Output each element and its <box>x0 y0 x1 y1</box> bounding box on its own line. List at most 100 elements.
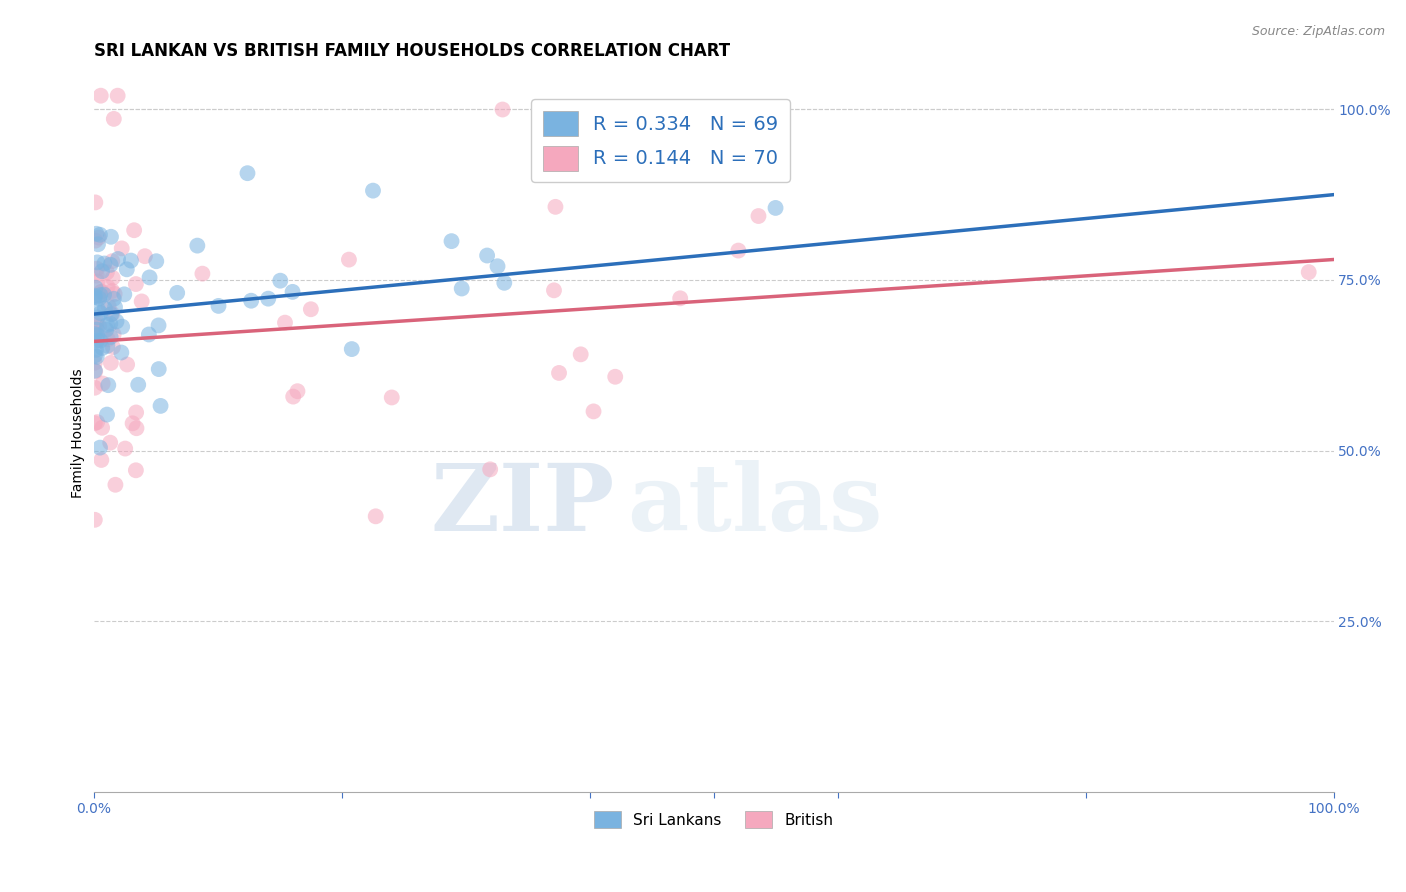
Legend: Sri Lankans, British: Sri Lankans, British <box>588 805 839 835</box>
Text: Source: ZipAtlas.com: Source: ZipAtlas.com <box>1251 25 1385 38</box>
Point <box>86 310 108 325</box>
Point <box>101 254 124 268</box>
Point <box>236 166 259 180</box>
Point <box>186 238 208 252</box>
Point <box>83 417 105 431</box>
Point <box>84 195 107 210</box>
Point <box>96 265 118 279</box>
Point <box>90 285 112 299</box>
Point <box>283 390 305 404</box>
Point <box>101 271 124 285</box>
Point <box>89 441 111 455</box>
Point <box>149 399 172 413</box>
Point <box>84 364 107 378</box>
Point <box>361 184 384 198</box>
Point <box>125 463 148 477</box>
Point <box>91 341 114 355</box>
Point <box>450 281 472 295</box>
Point <box>89 334 111 348</box>
Point <box>494 276 516 290</box>
Point <box>110 345 132 359</box>
Point <box>89 288 111 302</box>
Point <box>287 384 309 399</box>
Point <box>121 417 143 431</box>
Point <box>115 358 138 372</box>
Point <box>747 209 769 223</box>
Point <box>86 415 108 429</box>
Point <box>112 287 135 301</box>
Point <box>97 299 120 313</box>
Point <box>86 261 108 276</box>
Point <box>89 306 111 320</box>
Point <box>90 453 112 467</box>
Y-axis label: Family Households: Family Households <box>72 368 86 499</box>
Point <box>83 348 105 362</box>
Point <box>148 318 170 333</box>
Point <box>122 223 145 237</box>
Point <box>166 285 188 300</box>
Point <box>765 201 787 215</box>
Point <box>91 376 114 391</box>
Point <box>86 268 108 283</box>
Point <box>84 343 107 357</box>
Point <box>103 292 125 306</box>
Point <box>96 318 118 332</box>
Point <box>87 230 110 244</box>
Point <box>101 284 124 298</box>
Point <box>84 318 107 332</box>
Point <box>125 277 148 291</box>
Point <box>86 274 108 288</box>
Point <box>101 340 124 354</box>
Point <box>299 302 322 317</box>
Point <box>134 249 156 263</box>
Point <box>605 369 627 384</box>
Point <box>89 227 111 242</box>
Point <box>91 264 114 278</box>
Point <box>1298 265 1320 279</box>
Point <box>96 323 118 337</box>
Point <box>257 292 280 306</box>
Point <box>83 289 105 303</box>
Point <box>86 255 108 269</box>
Point <box>83 381 105 395</box>
Point <box>544 200 567 214</box>
Point <box>107 252 129 266</box>
Point <box>138 327 160 342</box>
Point <box>97 332 120 346</box>
Point <box>138 270 160 285</box>
Point <box>131 294 153 309</box>
Point <box>148 362 170 376</box>
Point <box>125 405 148 419</box>
Point <box>103 112 125 126</box>
Point <box>86 323 108 337</box>
Point <box>89 292 111 306</box>
Point <box>105 314 128 328</box>
Point <box>207 299 229 313</box>
Point <box>86 328 108 343</box>
Point <box>100 356 122 370</box>
Point <box>84 326 107 341</box>
Point <box>96 339 118 353</box>
Point <box>281 285 304 299</box>
Point <box>86 227 108 241</box>
Point <box>120 253 142 268</box>
Point <box>97 378 120 392</box>
Point <box>381 391 404 405</box>
Point <box>491 103 513 117</box>
Point <box>104 300 127 314</box>
Point <box>569 347 592 361</box>
Point <box>86 314 108 328</box>
Point <box>93 256 115 270</box>
Point <box>83 364 105 378</box>
Text: ZIP: ZIP <box>430 460 614 550</box>
Point <box>191 267 214 281</box>
Point <box>111 319 134 334</box>
Point <box>111 241 134 255</box>
Point <box>107 88 129 103</box>
Point <box>97 280 120 294</box>
Point <box>440 234 463 248</box>
Point <box>127 377 149 392</box>
Point <box>98 317 121 331</box>
Point <box>100 229 122 244</box>
Point <box>340 342 363 356</box>
